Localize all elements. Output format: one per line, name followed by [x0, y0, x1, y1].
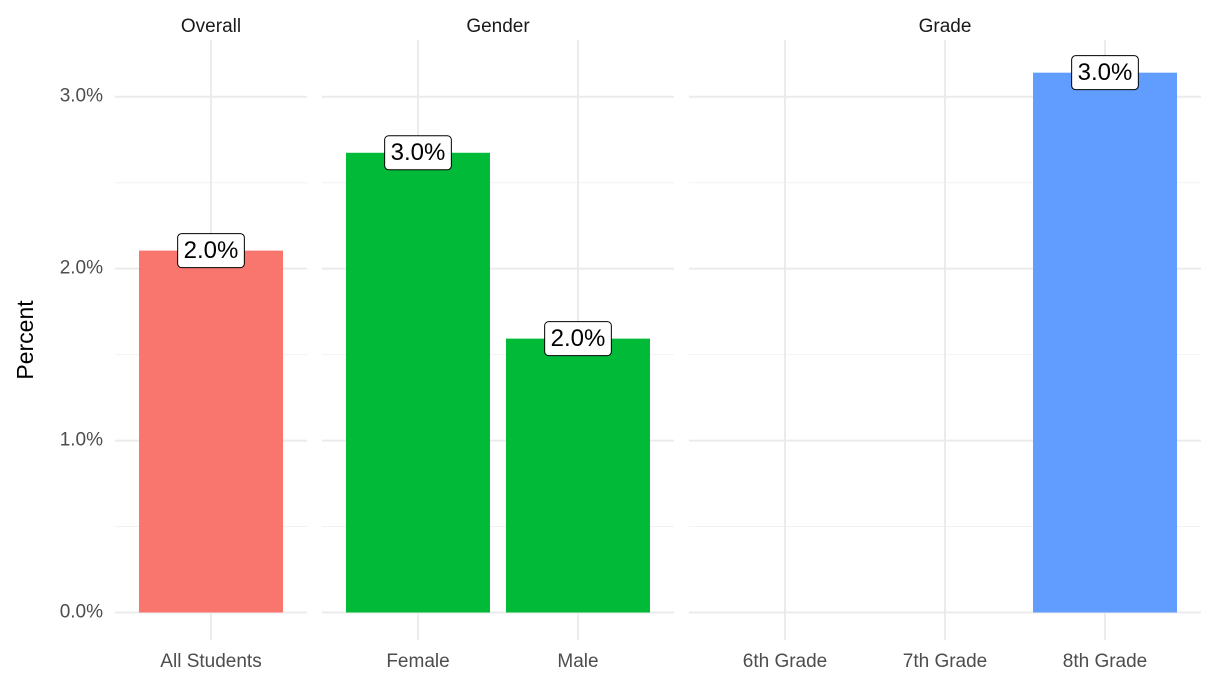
x-tick-label: 8th Grade: [1063, 651, 1148, 672]
data-label: 2.0%: [544, 321, 612, 357]
y-tick-label: 1.0%: [60, 430, 103, 451]
label-text: 2.0%: [551, 325, 606, 352]
x-tick-label: Female: [386, 651, 449, 672]
y-tick-label: 2.0%: [60, 258, 103, 279]
facet-title: Grade: [919, 16, 972, 37]
label-text: 3.0%: [1078, 59, 1133, 86]
bar: [346, 152, 490, 613]
y-tick-label: 3.0%: [60, 86, 103, 107]
bar: [506, 338, 650, 613]
data-label: 3.0%: [1071, 55, 1139, 91]
label-text: 2.0%: [184, 237, 239, 264]
label-box: [384, 135, 452, 171]
label-box: [177, 233, 245, 269]
bars: [139, 72, 1177, 613]
label-box: [544, 321, 612, 357]
facet-title: Gender: [466, 16, 530, 37]
x-tick-label: Male: [557, 651, 598, 672]
bar: [1033, 72, 1177, 613]
x-tick-label: 6th Grade: [743, 651, 828, 672]
x-tick-label: All Students: [160, 651, 261, 672]
data-label: 2.0%: [177, 233, 245, 269]
y-axis-label: Percent: [12, 300, 38, 380]
label-box: [1071, 55, 1139, 91]
bar: [139, 250, 283, 613]
labels: 2.0% 3.0% 2.0% 3.0%: [177, 55, 1139, 357]
data-label: 3.0%: [384, 135, 452, 171]
facet-title: Overall: [181, 16, 241, 37]
y-tick-label: 0.0%: [60, 602, 103, 623]
x-tick-label: 7th Grade: [903, 651, 988, 672]
label-text: 3.0%: [391, 139, 446, 166]
